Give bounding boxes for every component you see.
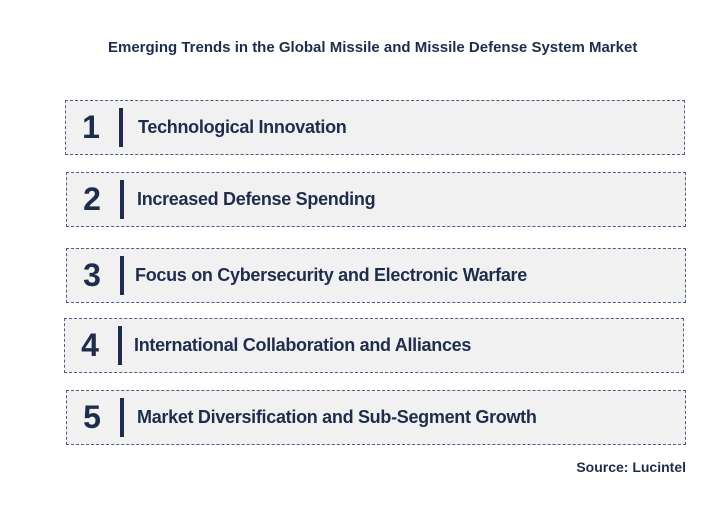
trend-number: 5 (83, 399, 101, 435)
trend-divider (118, 326, 122, 365)
trend-number: 2 (83, 181, 101, 217)
trend-label: Technological Innovation (138, 117, 347, 137)
trend-label: International Collaboration and Alliance… (134, 335, 472, 355)
trend-item-1: 1 Technological Innovation (65, 100, 685, 155)
trend-divider (120, 180, 124, 219)
trend-number: 3 (83, 257, 101, 293)
trend-divider (119, 108, 123, 147)
trend-item-4: 4 International Collaboration and Allian… (64, 318, 684, 373)
source-credit: Source: Lucintel (576, 459, 686, 475)
trend-item-5: 5 Market Diversification and Sub-Segment… (66, 390, 686, 445)
trend-label: Increased Defense Spending (137, 189, 376, 209)
trend-number: 1 (82, 109, 100, 145)
trend-item-2: 2 Increased Defense Spending (66, 172, 686, 227)
trend-number: 4 (81, 327, 99, 363)
trend-item-3: 3 Focus on Cybersecurity and Electronic … (66, 248, 686, 303)
trend-divider (120, 398, 124, 437)
trend-divider (120, 256, 124, 295)
trend-label: Market Diversification and Sub-Segment G… (137, 407, 537, 427)
chart-title: Emerging Trends in the Global Missile an… (108, 39, 638, 56)
trend-label: Focus on Cybersecurity and Electronic Wa… (135, 265, 527, 285)
